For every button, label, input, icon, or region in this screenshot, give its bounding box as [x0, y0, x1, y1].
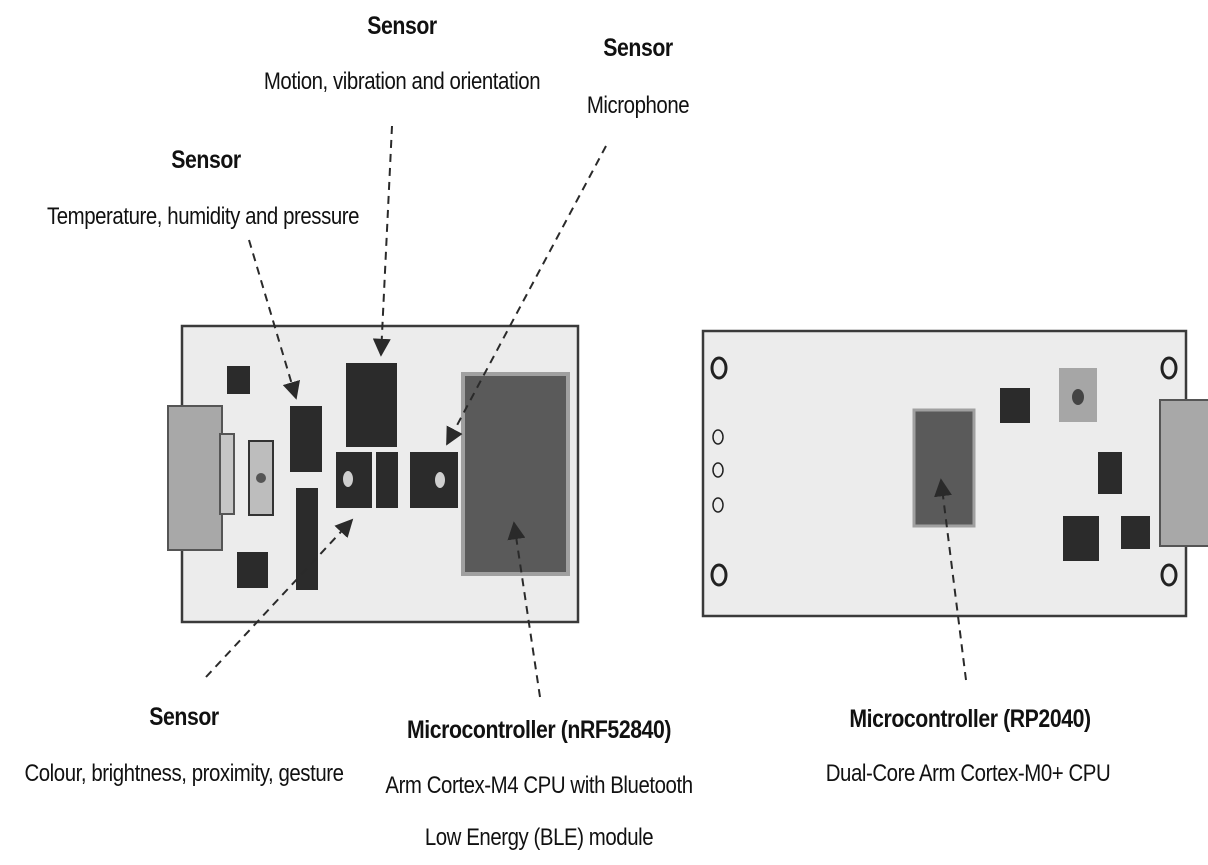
mcu-rp2040-title: Microcontroller (RP2040)	[849, 705, 1091, 733]
arrow-motion	[372, 125, 393, 357]
left-board	[167, 324, 580, 624]
arrow-rp2040	[934, 478, 967, 681]
arrow-microphone	[446, 145, 607, 446]
arrow-optical	[205, 518, 354, 678]
sensor-motion-title: Sensor	[367, 12, 437, 40]
sensor-microphone-title: Sensor	[603, 34, 673, 62]
pad-2	[712, 462, 724, 478]
sensor-motion-desc: Motion, vibration and orientation	[263, 68, 541, 95]
chip-microphone	[410, 452, 458, 508]
pad-1	[712, 429, 724, 445]
mcu-nrf52840-chip	[461, 372, 570, 576]
chip-optical-sensor	[296, 488, 318, 590]
chip-r-3	[1063, 516, 1099, 561]
sensor-optical-desc: Colour, brightness, proximity, gesture	[24, 760, 344, 787]
chip-pair-a-dot	[343, 471, 353, 487]
mcu-nrf-title: Microcontroller (nRF52840)	[406, 716, 672, 744]
mount-hole-bl	[710, 563, 728, 587]
mcu-nrf-desc-line1: Arm Cortex-M4 CPU with Bluetooth	[385, 772, 693, 799]
sensor-environment-title: Sensor	[171, 146, 241, 174]
button-right-dot	[1072, 389, 1084, 405]
pad-3	[712, 497, 724, 513]
usb-port-left	[167, 405, 223, 551]
chip-microphone-dot	[435, 472, 445, 488]
mount-hole-tr	[1160, 356, 1178, 380]
chip-pair-b	[376, 452, 398, 508]
leader-lines	[205, 125, 967, 698]
chip-small-2	[237, 552, 268, 588]
sensor-microphone-desc: Microphone	[586, 92, 690, 119]
usb-port-left-inner	[219, 433, 235, 515]
chip-r-2	[1098, 452, 1122, 494]
mount-hole-tl	[710, 356, 728, 380]
reset-button-dot-left	[256, 473, 266, 483]
sensor-environment-desc: Temperature, humidity and pressure	[46, 203, 360, 230]
chip-small-1	[227, 366, 250, 394]
arrow-nrf	[507, 521, 541, 698]
chip-r-1	[1000, 388, 1030, 423]
sensor-optical-title: Sensor	[149, 703, 219, 731]
chip-pair-a	[336, 452, 372, 508]
mcu-nrf-desc-line2: Low Energy (BLE) module	[424, 824, 654, 851]
mount-hole-br	[1160, 563, 1178, 587]
right-board	[701, 329, 1208, 618]
chip-env-sensor	[290, 406, 322, 472]
mcu-rp2040-desc: Dual-Core Arm Cortex-M0+ CPU	[825, 760, 1111, 787]
chip-r-4	[1121, 516, 1150, 549]
usb-connector-right	[1159, 399, 1208, 547]
chip-imu-sensor	[346, 363, 397, 447]
